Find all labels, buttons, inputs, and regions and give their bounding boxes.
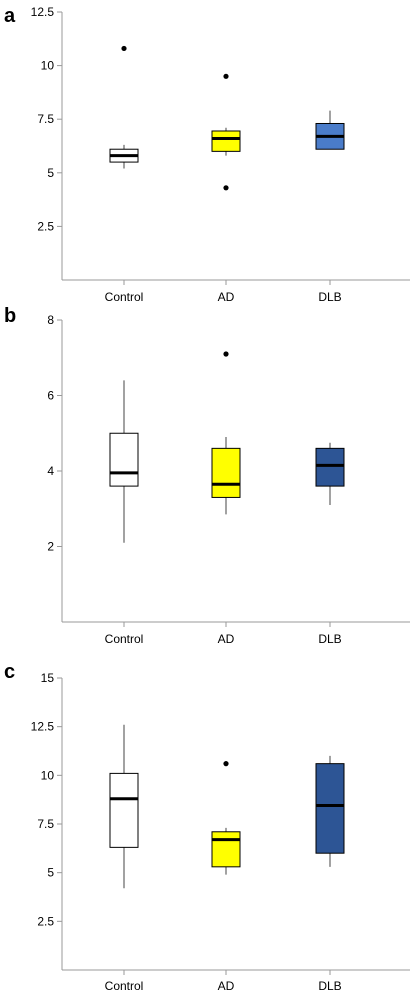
- box-b-dlb: [315, 447, 345, 487]
- outlier-b-ad: [223, 351, 229, 357]
- outlier-a-ad: [223, 73, 229, 79]
- panel-letter-c: c: [4, 661, 15, 683]
- outlier-a-control: [121, 45, 127, 52]
- x-tick-label-b: DLB: [318, 632, 341, 646]
- box-c-ad: [211, 831, 241, 868]
- y-tick-label-b: 2: [47, 540, 54, 554]
- x-tick-label-b: AD: [218, 632, 235, 646]
- x-tick-label-c: DLB: [318, 979, 341, 992]
- y-tick-label-b: 6: [47, 389, 54, 403]
- y-tick-label-b: 4: [47, 464, 54, 478]
- y-tick-label-c: 7.5: [37, 817, 54, 831]
- box-c-dlb: [315, 763, 345, 854]
- x-tick-label-b: Control: [105, 632, 144, 646]
- x-tick-label-c: Control: [105, 979, 144, 992]
- y-tick-label-c: 5: [47, 866, 54, 880]
- box-a-ad: [211, 130, 241, 152]
- y-tick-label-a: 12.5: [31, 5, 55, 19]
- y-tick-label-c: 15: [41, 671, 55, 685]
- panel-letter-b: b: [4, 305, 16, 327]
- outlier-c-ad: [223, 761, 229, 767]
- x-tick-label-a: Control: [105, 290, 144, 304]
- x-tick-label-a: AD: [218, 290, 235, 304]
- panel-letter-a: a: [4, 5, 16, 27]
- box-b-ad: [211, 447, 241, 498]
- y-tick-label-b: 8: [47, 313, 54, 327]
- y-tick-label-a: 7.5: [37, 112, 54, 126]
- y-tick-label-c: 12.5: [31, 720, 55, 734]
- y-tick-label-a: 10: [41, 59, 55, 73]
- y-tick-label-a: 2.5: [37, 219, 54, 233]
- y-tick-label-c: 2.5: [37, 914, 54, 928]
- box-b-control: [109, 432, 139, 487]
- y-tick-label-a: 5: [47, 166, 54, 180]
- outlier-a-ad: [223, 185, 229, 191]
- y-tick-label-c: 10: [41, 768, 55, 782]
- x-tick-label-c: AD: [218, 979, 235, 992]
- x-tick-label-a: DLB: [318, 290, 341, 304]
- box-c-control: [109, 772, 139, 848]
